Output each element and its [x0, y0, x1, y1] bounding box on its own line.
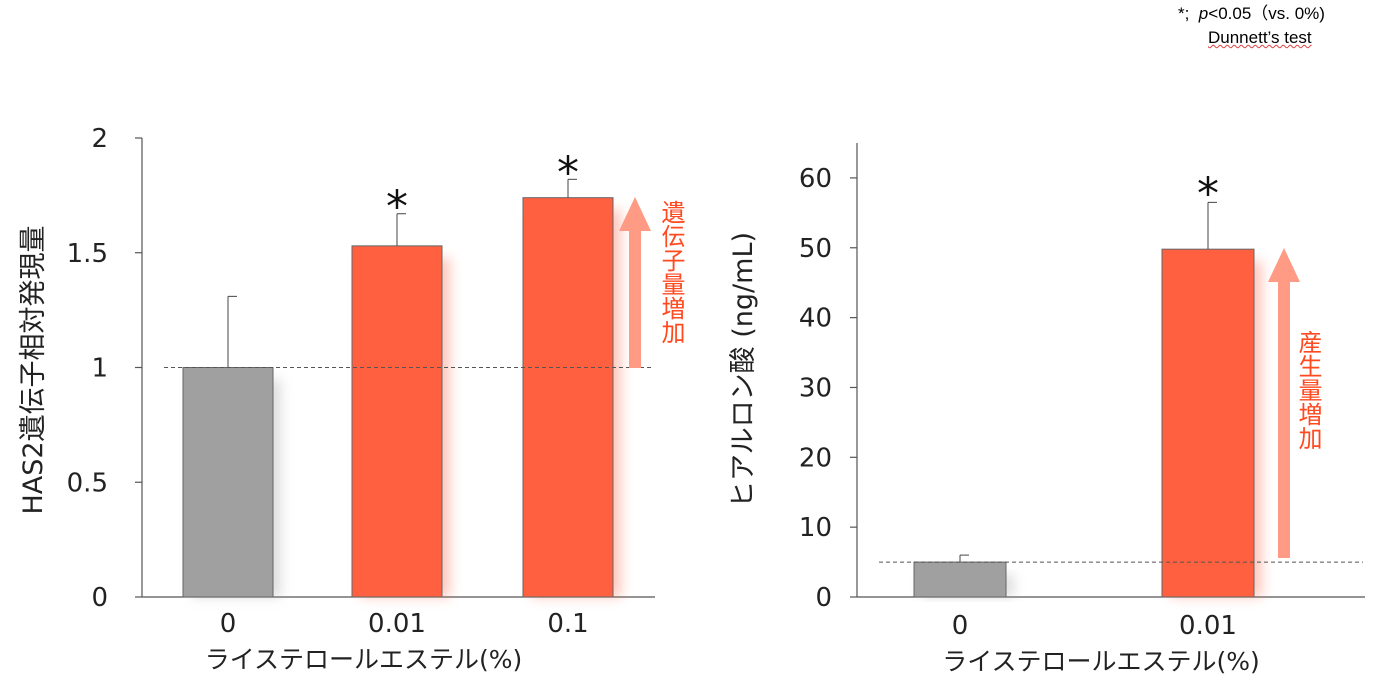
significance-star: *: [386, 182, 408, 233]
increase-arrow-head: [619, 197, 651, 231]
x-axis-label: ライステロールエステル(%): [205, 645, 523, 674]
increase-arrow-head: [1268, 248, 1300, 282]
increase-arrow-shaft: [1278, 280, 1290, 558]
test-name: Dunnett’s test: [1208, 28, 1312, 47]
increase-label: 産生量増加: [1294, 330, 1322, 450]
y-tick-label: 60: [799, 164, 832, 194]
y-tick-label: 20: [799, 443, 832, 473]
test-name-line: Dunnett’s test: [1178, 26, 1325, 50]
y-tick-label: 1.5: [67, 239, 108, 269]
y-tick-label: 30: [799, 373, 832, 403]
y-axis-label: ヒアルロン酸 (ng/mL): [728, 232, 759, 508]
p-value-threshold: <0.05（vs. 0%): [1208, 4, 1325, 23]
increase-arrow-shaft: [629, 229, 641, 368]
bar: [351, 245, 443, 598]
bar: [522, 197, 614, 598]
significance-star: *: [557, 147, 579, 198]
x-axis-label: ライステロールエステル(%): [942, 647, 1260, 676]
x-tick-label: 0.1: [547, 609, 588, 639]
y-axis-label: HAS2遺伝子相対発現量: [18, 225, 49, 514]
y-tick-label: 2: [91, 124, 108, 154]
y-tick-label: 0: [815, 583, 832, 613]
y-tick-label: 10: [799, 513, 832, 543]
bar: [182, 367, 274, 598]
p-value-label: p: [1198, 4, 1209, 23]
bar: [1161, 248, 1255, 598]
y-tick-label: 40: [799, 304, 832, 334]
significance-note: *; p<0.05（vs. 0%) Dunnett’s test: [1178, 2, 1325, 50]
significance-line: *; p<0.05（vs. 0%): [1178, 2, 1325, 26]
x-tick-label: 0: [220, 609, 237, 639]
x-tick-label: 0.01: [368, 609, 426, 639]
bar: [913, 561, 1007, 598]
y-tick-label: 0.5: [67, 468, 108, 498]
y-tick-label: 0: [91, 583, 108, 613]
increase-label: 遺伝子量増加: [657, 200, 685, 344]
y-tick-label: 50: [799, 234, 832, 264]
significance-symbol: *;: [1178, 4, 1190, 23]
significance-star: *: [1197, 168, 1219, 219]
x-tick-label: 0.01: [1179, 611, 1237, 641]
y-tick-label: 1: [91, 354, 108, 384]
x-tick-label: 0: [952, 611, 969, 641]
